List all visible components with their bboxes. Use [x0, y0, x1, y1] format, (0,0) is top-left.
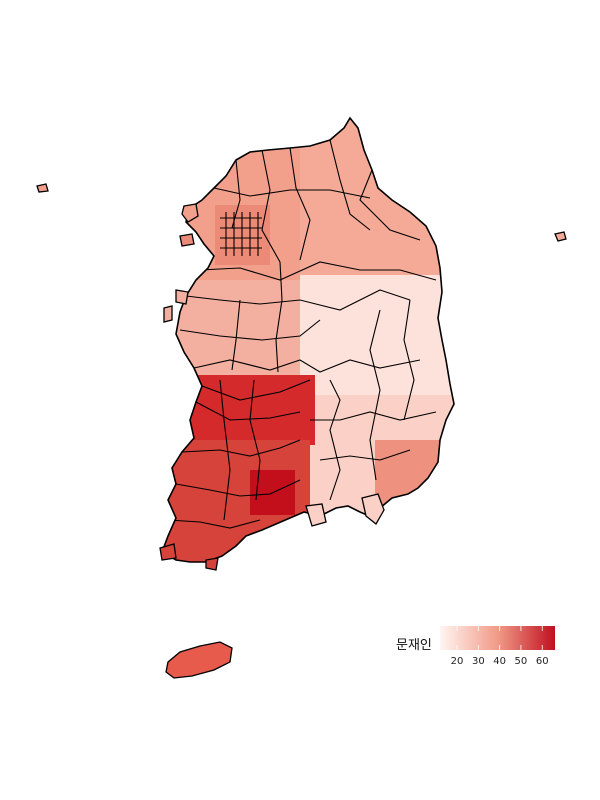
island-geoje [361, 493, 385, 525]
region-jeonbuk [162, 375, 315, 445]
island-south-1 [159, 543, 177, 561]
legend-color-bar [440, 626, 555, 650]
island-ulleung [554, 231, 567, 242]
legend-tick-50: 50 [514, 656, 528, 667]
island-south-2 [205, 557, 219, 571]
island-west-3 [163, 305, 173, 323]
region-busan [375, 440, 454, 510]
legend-title: 문재인 [396, 638, 432, 653]
legend-tick-30: 30 [471, 656, 485, 667]
seoul-districts [220, 212, 262, 256]
district-boundaries [167, 139, 437, 529]
island-baengnyeong [36, 183, 49, 193]
island-ganghwa [181, 203, 199, 223]
island-jeju [165, 641, 233, 679]
island-west-2 [175, 289, 189, 305]
region-west-central [162, 280, 310, 390]
legend-tick-labels: 20 30 40 50 60 [440, 652, 555, 670]
island-namhae [305, 503, 327, 527]
legend-tick-40: 40 [493, 656, 506, 667]
island-west-1 [179, 233, 195, 247]
legend-tick-20: 20 [450, 656, 464, 667]
legend-tick-60: 60 [535, 656, 549, 667]
